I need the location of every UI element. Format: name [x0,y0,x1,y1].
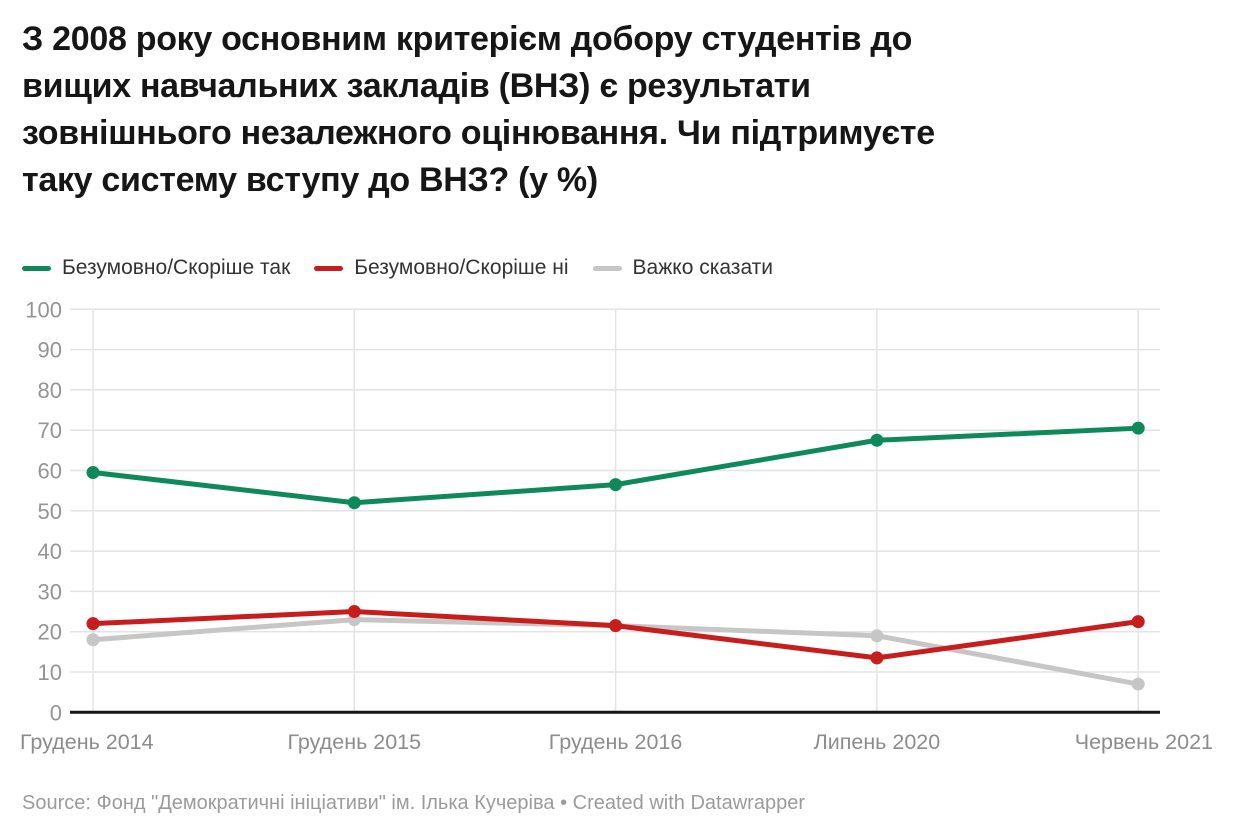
y-tick-label: 30 [38,579,62,604]
legend-item-2: Важко сказати [592,256,774,280]
x-tick-label: Липень 2020 [814,730,941,754]
y-tick-label: 70 [38,418,62,443]
data-point-1-4 [1131,615,1145,629]
chart-title-line: З 2008 року основним критерієм добору ст… [22,20,913,58]
legend-swatch-icon [22,265,51,271]
legend-label: Важко сказати [632,256,774,279]
x-tick-label: Червень 2021 [1075,730,1213,754]
chart-title-line: таку систему вступу до ВНЗ? (у %) [22,161,598,199]
data-point-0-3 [870,433,884,447]
x-tick-label: Грудень 2014 [20,730,154,754]
y-tick-label: 50 [38,499,62,524]
data-point-1-2 [609,619,623,633]
y-tick-label: 20 [38,620,62,645]
chart-title-line: вищих навчальних закладів (ВНЗ) є резуль… [22,67,811,105]
data-point-1-1 [347,605,361,619]
y-tick-label: 0 [50,700,62,725]
x-tick-label: Грудень 2015 [288,730,422,754]
legend-item-0: Безумовно/Скоріше так [22,256,290,280]
source-attribution: Source: Фонд "Демократичні ініціативи" і… [22,792,805,815]
legend-swatch-icon [592,265,622,271]
y-tick-label: 40 [38,539,62,564]
data-point-0-0 [86,466,100,480]
chart-title-line: зовнішнього незалежного оцінювання. Чи п… [22,114,935,152]
y-tick-label: 100 [25,297,62,322]
data-point-1-0 [86,617,100,631]
credit-text: Created with Datawrapper [572,792,805,814]
y-tick-label: 90 [38,338,62,363]
chart-legend: Безумовно/Скоріше так Безумовно/Скоріше н… [22,256,773,280]
source-name: Фонд "Демократичні ініціативи" ім. Ілька… [96,792,555,814]
y-tick-label: 80 [38,378,62,403]
data-point-0-1 [347,496,361,510]
x-tick-label: Грудень 2016 [549,730,683,754]
y-tick-label: 60 [38,459,62,484]
data-point-2-3 [870,629,884,643]
source-label: Source: [22,792,91,814]
data-point-0-4 [1131,421,1145,435]
y-tick-label: 10 [38,660,62,685]
data-point-2-4 [1131,677,1145,691]
legend-item-1: Безумовно/Скоріше ні [314,256,569,280]
legend-swatch-icon [314,265,344,271]
data-point-2-0 [86,633,100,647]
chart-title: З 2008 року основним критерієм добору ст… [22,16,1222,204]
legend-label: Безумовно/Скоріше ні [354,256,569,279]
legend-label: Безумовно/Скоріше так [62,256,291,279]
line-chart: 0 10 20 30 40 50 60 70 80 90 100 Грудень 2014 Груден… [20,297,1213,754]
data-point-0-2 [609,478,623,492]
data-point-1-3 [870,651,884,665]
source-separator: • [560,792,568,814]
